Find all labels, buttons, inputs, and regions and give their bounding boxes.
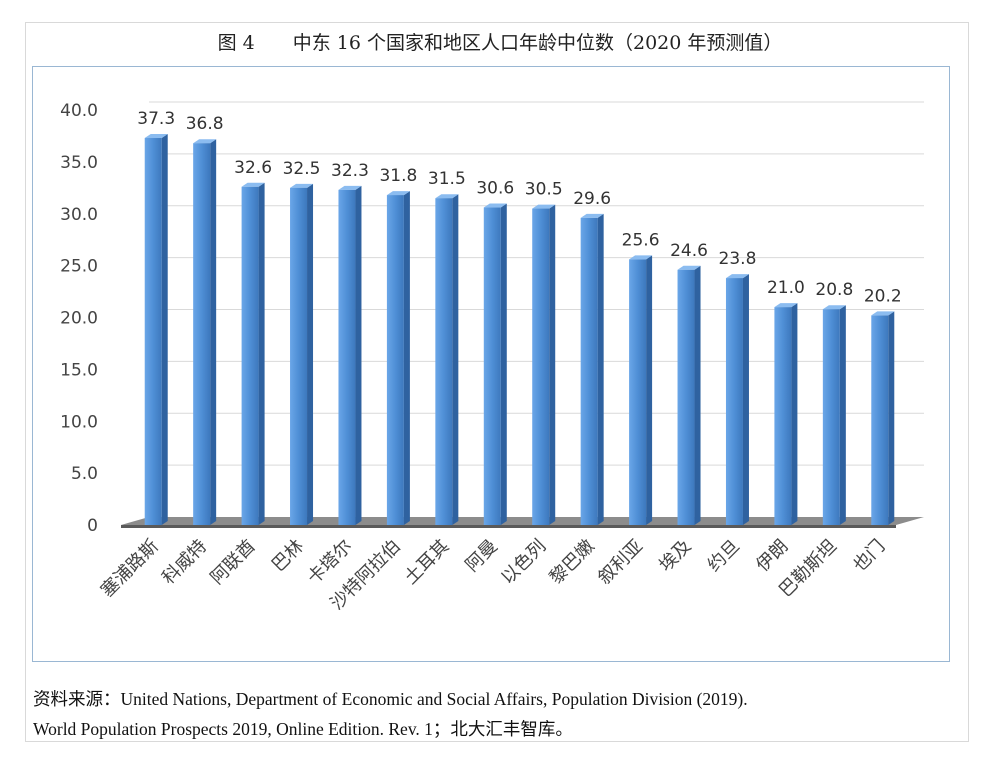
data-label: 37.3 bbox=[137, 109, 175, 129]
bar bbox=[193, 139, 217, 525]
bar-chart: 0 5.0 10.0 15.0 20.0 25.0 30.0 35.0 40.0 37.3 36.… bbox=[60, 101, 924, 614]
category-label: 约旦 bbox=[704, 536, 744, 576]
category-label: 阿曼 bbox=[462, 536, 502, 576]
data-label: 25.6 bbox=[622, 230, 660, 250]
bar bbox=[822, 305, 846, 525]
y-tick-label: 0 bbox=[87, 516, 98, 536]
data-label: 20.8 bbox=[815, 280, 853, 300]
data-label: 20.2 bbox=[864, 286, 902, 306]
category-label: 科威特 bbox=[158, 536, 211, 589]
category-label: 以色列 bbox=[497, 536, 550, 589]
data-label: 29.6 bbox=[573, 189, 611, 209]
bar bbox=[774, 303, 798, 525]
bar bbox=[435, 194, 459, 525]
chart-area bbox=[32, 66, 950, 662]
y-tick-label: 15.0 bbox=[60, 360, 98, 380]
bar bbox=[338, 185, 362, 525]
data-label: 36.8 bbox=[186, 114, 224, 134]
data-label: 32.6 bbox=[234, 158, 272, 178]
category-label: 也门 bbox=[849, 536, 889, 576]
y-tick-label: 35.0 bbox=[60, 153, 98, 173]
chart-title: 图 4 中东 16 个国家和地区人口年龄中位数（2020 年预测值） bbox=[217, 32, 783, 54]
floor-front bbox=[121, 525, 896, 528]
category-label: 埃及 bbox=[655, 536, 695, 576]
data-label: 31.8 bbox=[379, 166, 417, 186]
y-tick-label: 5.0 bbox=[71, 464, 98, 484]
y-tick-label: 25.0 bbox=[60, 257, 98, 277]
bar bbox=[241, 182, 265, 525]
floor-top bbox=[121, 517, 924, 525]
data-label: 30.5 bbox=[525, 180, 563, 200]
data-label: 23.8 bbox=[719, 249, 757, 269]
data-labels: 37.3 36.8 32.6 32.5 32.3 31.8 31.5 30.6 30.5 29.6… bbox=[137, 109, 901, 306]
bar bbox=[290, 183, 314, 525]
category-label: 叙利亚 bbox=[594, 536, 647, 589]
bar bbox=[677, 265, 701, 525]
category-label: 伊朗 bbox=[752, 536, 792, 576]
y-axis-ticks: 0 5.0 10.0 15.0 20.0 25.0 30.0 35.0 40.0 bbox=[60, 101, 98, 536]
y-tick-label: 40.0 bbox=[60, 101, 98, 121]
bar bbox=[144, 134, 168, 525]
category-label: 巴林 bbox=[268, 536, 308, 576]
source-line-2: World Population Prospects 2019, Online … bbox=[33, 719, 573, 739]
category-label: 阿联酋 bbox=[207, 536, 260, 589]
data-label: 30.6 bbox=[476, 179, 514, 199]
data-label: 21.0 bbox=[767, 278, 805, 298]
y-tick-label: 20.0 bbox=[60, 309, 98, 329]
bar bbox=[629, 255, 653, 525]
data-label: 31.5 bbox=[428, 169, 466, 189]
bar bbox=[483, 203, 507, 525]
chart-floor bbox=[121, 517, 924, 528]
data-label: 32.5 bbox=[283, 159, 321, 179]
bar bbox=[725, 274, 749, 525]
source-line-1: 资料来源：United Nations, Department of Econo… bbox=[33, 689, 748, 709]
bars bbox=[144, 134, 895, 525]
source-note: 资料来源：United Nations, Department of Econo… bbox=[33, 684, 973, 744]
bar bbox=[386, 191, 410, 525]
data-label: 32.3 bbox=[331, 161, 369, 181]
bar bbox=[580, 213, 604, 525]
category-label: 土耳其 bbox=[400, 536, 453, 589]
bar bbox=[871, 311, 895, 525]
bar bbox=[532, 204, 556, 525]
y-tick-label: 10.0 bbox=[60, 412, 98, 432]
category-label: 黎巴嫩 bbox=[546, 536, 599, 589]
category-label: 塞浦路斯 bbox=[97, 536, 163, 602]
y-tick-label: 30.0 bbox=[60, 205, 98, 225]
data-label: 24.6 bbox=[670, 241, 708, 261]
